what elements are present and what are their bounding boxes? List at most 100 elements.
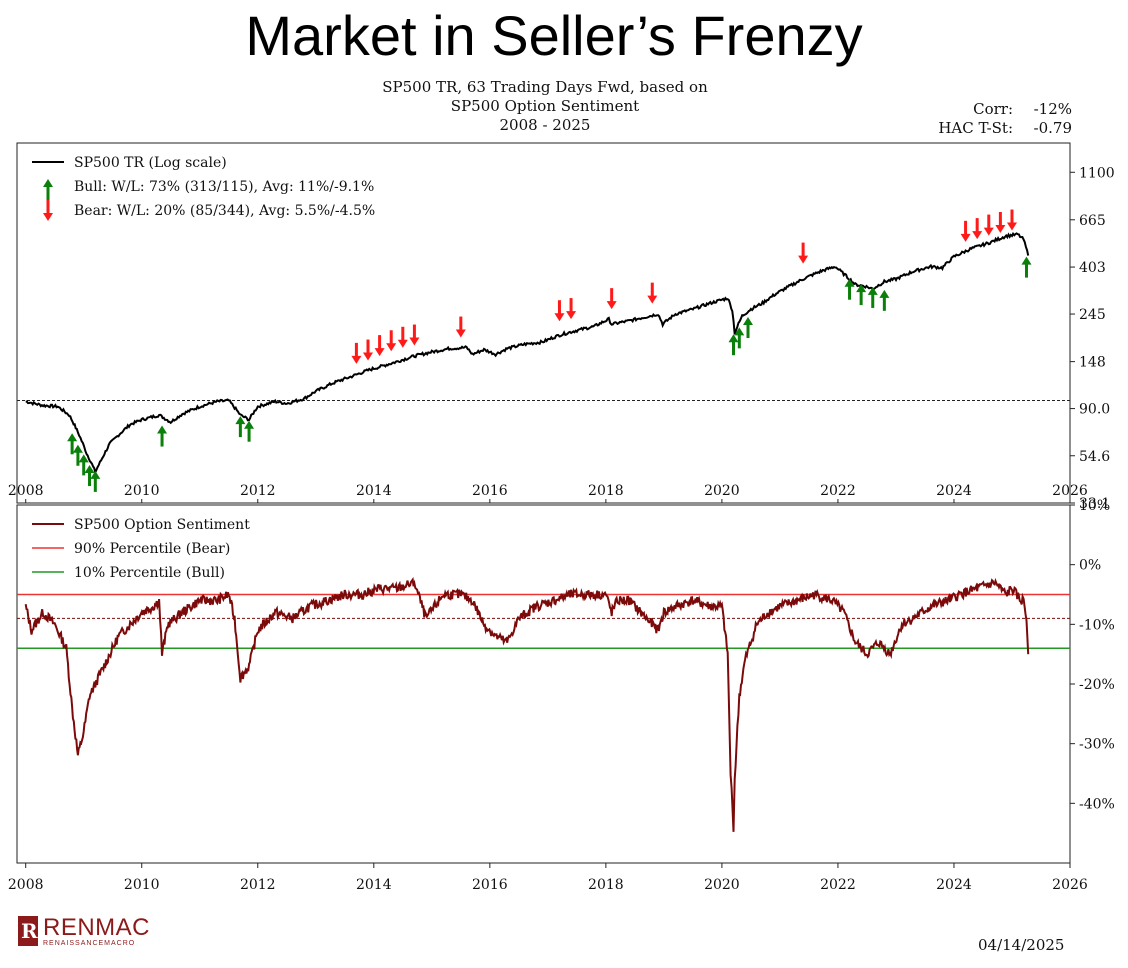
bull-signal-arrow-head [728,334,739,343]
bull-signal-arrow [1021,256,1032,278]
slide-title: Market in Seller’s Frenzy [245,4,863,67]
bull-signal-arrow-head [734,327,745,336]
sentiment-y-tick-label: 10% [1079,498,1110,514]
bull-signal-arrow-shaft [882,292,886,311]
bull-signal-arrow-shaft [93,473,97,492]
bear-signal-arrow [1006,209,1017,231]
bear-signal-arrow-head [606,301,617,310]
sentiment-x-tick-label: 2012 [240,877,276,893]
bull-signal-arrow [84,465,95,487]
price-x-tick-label: 2012 [240,483,276,499]
bull-signal-arrow [235,416,246,438]
sentiment-y-tick-label: -40% [1079,796,1115,812]
legend-bull-icon [43,179,53,200]
bull-signal-arrow-head [67,433,78,442]
bear-signal-arrow-shaft [650,282,654,301]
renmac-logo: RENMAC RENAISSANCEMACRO [18,914,168,950]
sentiment-x-tick-label: 2024 [936,877,972,893]
bear-signal-arrow-head [995,225,1006,234]
bear-signal-arrow-shaft [412,324,416,343]
bear-signal-arrow-shaft [569,298,573,317]
bull-signal-arrow-head [856,284,867,293]
corr-label: Corr: [973,100,1013,118]
price-y-tick-label: 148 [1079,355,1106,371]
bear-signal-arrow [960,220,971,242]
bull-signal-arrow-head [78,454,89,463]
sentiment-panel-frame [16,504,1071,864]
bear-signal-arrow-shaft [389,330,393,349]
stats-values: -12% -0.79 [1020,100,1072,138]
bull-signal-arrow-head [72,444,83,453]
bull-signal-arrow-shaft [70,436,74,455]
bear-signal-arrow [566,298,577,320]
bear-signal-arrow [606,288,617,310]
bear-signal-arrow-head [351,355,362,364]
legend-bear-icon-head [43,213,53,221]
bull-signal-arrow [743,316,754,338]
bear-signal-arrow [374,335,385,357]
bear-signal-arrow-shaft [801,242,805,261]
bear-signal-arrow [995,212,1006,234]
price-y-tick-label: 1100 [1079,165,1115,181]
bull-signal-arrow-head [157,425,168,434]
sentiment-x-tick-label: 2022 [820,877,856,893]
price-x-tick-label: 2026 [1052,483,1088,499]
bear-signal-arrow-shaft [459,316,463,335]
bear-signal-arrow-head [566,311,577,320]
legend-bull-icon-head [43,179,53,187]
legend-bear-label: Bear: W/L: 20% (85/344), Avg: 5.5%/-4.5% [74,203,375,219]
bull-signal-arrow-shaft [76,447,80,466]
bull-signal-arrow [856,284,867,306]
bear-signal-arrow-head [1006,222,1017,231]
bear-signal-arrow [647,282,658,304]
bear-signal-arrow-shaft [975,218,979,237]
legend-bear-icon-shaft [46,200,50,218]
price-x-tick-label: 2022 [820,483,856,499]
bear-signal-arrow-head [983,227,994,236]
bull-signal-arrow-shaft [746,319,750,338]
bull-signal-arrow-head [244,420,255,429]
logo-mark-icon [18,916,38,946]
logo-name: RENMAC [43,914,151,941]
sentiment-x-tick-label: 2010 [124,877,160,893]
bear-signal-arrow-head [374,348,385,357]
bear-signal-arrow [351,342,362,364]
bear-signal-arrow [983,214,994,236]
bear-signal-arrow-head [647,295,658,304]
price-x-tick-label: 2016 [472,483,508,499]
bull-signal-arrow [844,278,855,300]
price-y-tick-label: 665 [1079,213,1106,229]
bull-signal-arrow-head [1021,256,1032,265]
bull-signal-arrow-head [867,286,878,295]
bear-signal-arrow-shaft [998,212,1002,231]
bear-signal-arrow [554,300,565,322]
bull-signal-arrow-head [743,316,754,325]
bull-signal-arrow-shaft [848,281,852,300]
price-y-tick-label: 90.0 [1079,402,1110,418]
bull-signal-arrow [867,286,878,308]
sentiment-x-tick-label: 2008 [8,877,44,893]
bear-signal-arrow-head [397,339,408,348]
bull-signal-arrow-shaft [238,419,242,438]
legend-bull-line-label: 10% Percentile (Bull) [74,565,225,581]
bear-signal-arrow-head [798,255,809,264]
bull-signal-arrow-head [90,470,101,479]
bull-signal-arrow-head [879,289,890,298]
bear-signal-arrow [409,324,420,346]
price-x-tick-label: 2010 [124,483,160,499]
sentiment-x-tick-label: 2018 [588,877,624,893]
bull-signal-arrow-head [844,278,855,287]
bear-signal-arrow-head [386,343,397,352]
price-y-tick-label: 54.6 [1079,449,1110,465]
bull-signal-arrow [157,425,168,447]
bear-signal-arrow [397,326,408,348]
legend-bull-label: Bull: W/L: 73% (313/115), Avg: 11%/-9.1% [74,179,374,195]
bear-signal-arrow-head [960,233,971,242]
hac-label: HAC T-St: [938,119,1013,137]
bull-signal-arrow [72,444,83,466]
corr-value: -12% [1033,100,1072,118]
price-x-tick-label: 2008 [8,483,44,499]
chart-title-line1: SP500 TR, 63 Trading Days Fwd, based on [382,78,708,96]
bull-signal-arrow-head [84,465,95,474]
price-y-tick-label: 33.1 [1079,496,1110,512]
